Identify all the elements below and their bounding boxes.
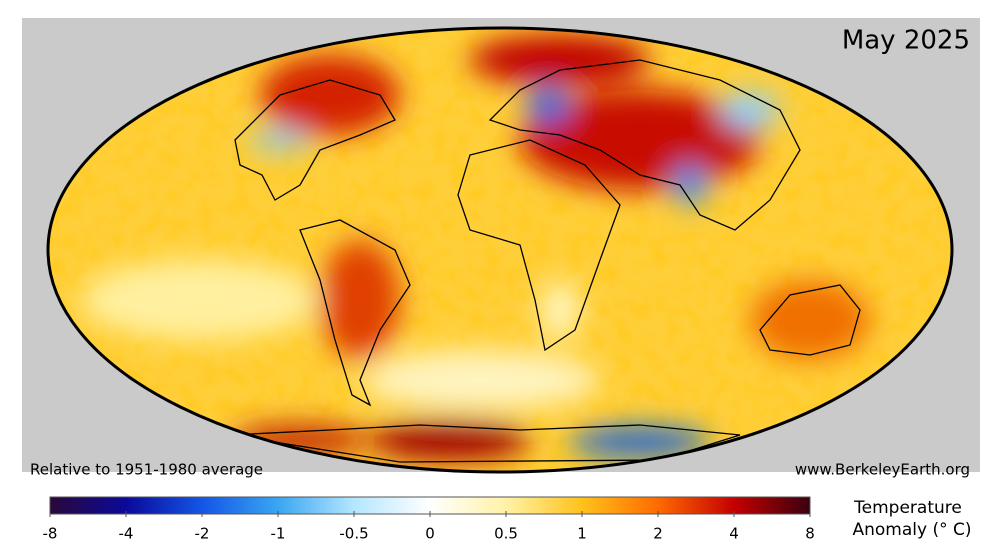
colorbar-ticks: -8 -4 -2 -1 -0.5 0 0.5 1 2 4 8 [43, 511, 815, 543]
map-title: May 2025 [842, 26, 970, 56]
anomaly-field [48, 28, 952, 472]
colorbar-tick-label: 0 [425, 525, 435, 543]
colorbar-tick-label: 2 [653, 525, 663, 543]
colorbar-tick-label: 0.5 [494, 525, 518, 543]
colorbar-label: Temperature [853, 498, 962, 518]
colorbar-label: Anomaly (° C) [852, 520, 971, 540]
colorbar-tick-label: -1 [271, 525, 286, 543]
colorbar-tick-label: 1 [577, 525, 587, 543]
globe-outline [46, 26, 954, 474]
colorbar-tick-label: 8 [805, 525, 815, 543]
source-note: www.BerkeleyEarth.org [795, 461, 970, 479]
colorbar-tick-label: -8 [43, 525, 58, 543]
colorbar-tick-label: -2 [195, 525, 210, 543]
colorbar-tick-label: -4 [119, 525, 134, 543]
coastlines [229, 59, 861, 463]
colorbar-tick-label: 4 [729, 525, 739, 543]
colorbar-tick-label: -0.5 [339, 525, 368, 543]
baseline-note: Relative to 1951-1980 average [30, 461, 263, 479]
